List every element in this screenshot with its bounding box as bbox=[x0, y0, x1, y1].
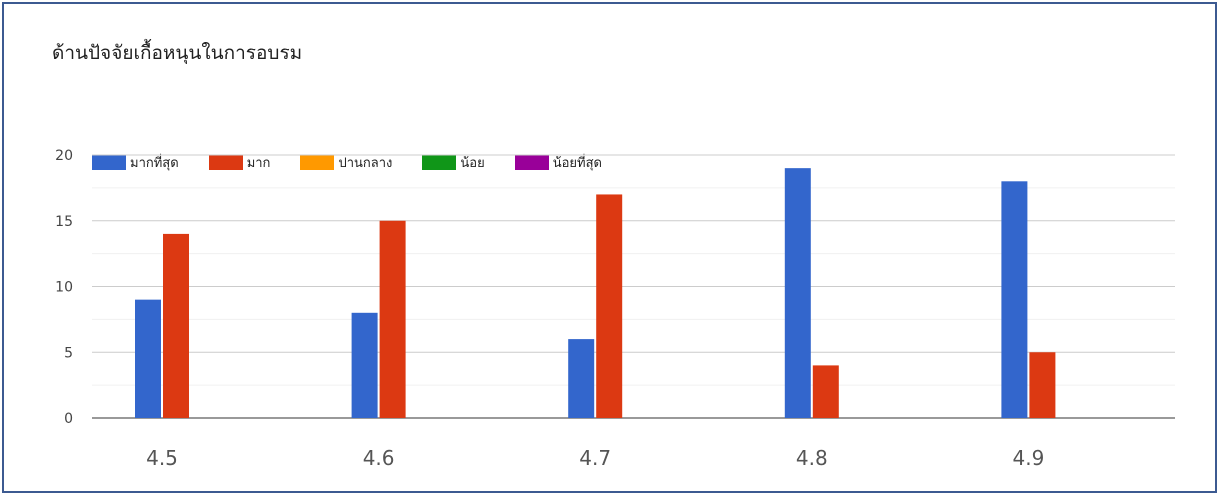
bar bbox=[1029, 352, 1056, 418]
legend-swatch-medium bbox=[300, 154, 335, 170]
bar bbox=[135, 299, 161, 418]
legend-item-medium: ปานกลาง bbox=[300, 152, 392, 173]
bar bbox=[351, 312, 378, 418]
y-tick-label: 0 bbox=[64, 411, 73, 427]
x-category-label: 4.7 bbox=[579, 446, 611, 470]
legend-item-least: น้อยที่สุด bbox=[514, 152, 602, 173]
legend-swatch-least bbox=[514, 154, 549, 170]
chart-title: ด้านปัจจัยเกื้อหนุนในการอบรม bbox=[52, 42, 303, 64]
legend-label-least: น้อยที่สุด bbox=[552, 155, 602, 171]
bar bbox=[784, 168, 811, 418]
y-tick-label: 10 bbox=[55, 280, 73, 296]
bar bbox=[568, 339, 595, 418]
x-category-label: 4.8 bbox=[796, 446, 828, 470]
legend-swatch-little bbox=[422, 154, 457, 170]
bar bbox=[163, 233, 189, 418]
bar bbox=[812, 365, 839, 418]
y-tick-label: 20 bbox=[55, 148, 73, 164]
legend-swatch-most bbox=[92, 154, 126, 170]
legend-label-much: มาก bbox=[246, 155, 271, 171]
bar bbox=[596, 194, 623, 418]
bar bbox=[379, 220, 406, 418]
y-tick-label: 5 bbox=[64, 345, 73, 361]
legend-label-little: น้อย bbox=[460, 155, 485, 171]
legend-item-little: น้อย bbox=[422, 152, 485, 173]
legend-label-medium: ปานกลาง bbox=[338, 155, 393, 171]
x-category-label: 4.5 bbox=[146, 446, 178, 470]
legend-item-most: มากที่สุด bbox=[92, 152, 179, 173]
chart-legend: มากที่สุด มาก ปานกลาง น้อย น้อยที่สุด bbox=[92, 152, 632, 172]
x-category-label: 4.9 bbox=[1012, 446, 1044, 470]
legend-item-much: มาก bbox=[208, 152, 271, 173]
y-tick-label: 15 bbox=[55, 214, 73, 230]
legend-swatch-much bbox=[208, 154, 243, 170]
bar bbox=[1001, 181, 1028, 418]
legend-label-most: มากที่สุด bbox=[130, 155, 179, 171]
x-category-label: 4.6 bbox=[363, 446, 395, 470]
